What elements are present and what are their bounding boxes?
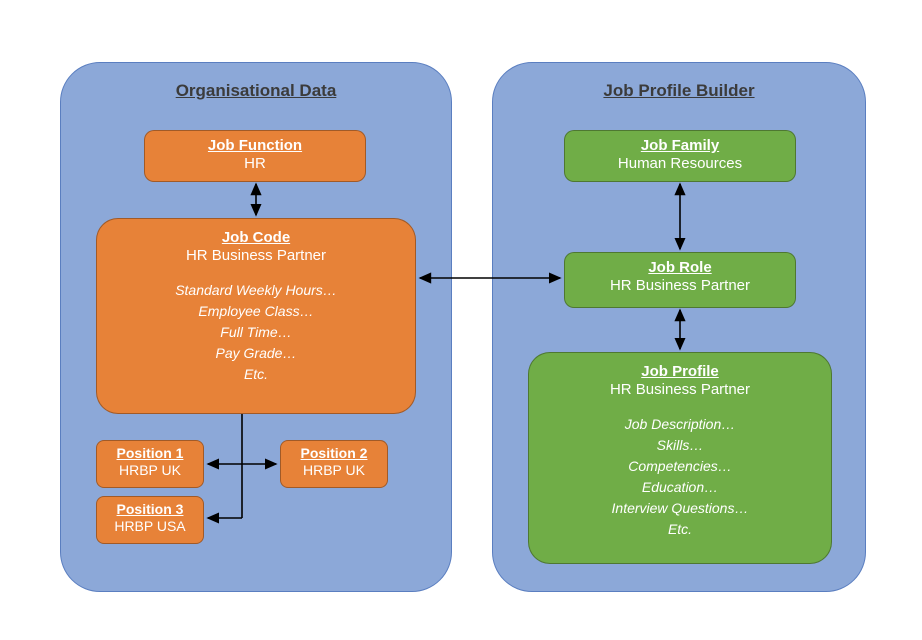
panel-title-left: Organisational Data: [61, 81, 451, 101]
detail-line: Full Time…: [107, 322, 405, 343]
box-job-family-title: Job Family: [575, 137, 785, 154]
detail-line: Competencies…: [539, 456, 821, 477]
detail-line: Employee Class…: [107, 301, 405, 322]
box-job-family-sub: Human Resources: [575, 155, 785, 172]
detail-line: Etc.: [539, 519, 821, 540]
box-job-family: Job Family Human Resources: [564, 130, 796, 182]
box-job-function: Job Function HR: [144, 130, 366, 182]
box-position-1: Position 1 HRBP UK: [96, 440, 204, 488]
box-position-1-sub: HRBP UK: [101, 462, 199, 478]
detail-line: Etc.: [107, 364, 405, 385]
box-position-3: Position 3 HRBP USA: [96, 496, 204, 544]
box-job-profile: Job Profile HR Business Partner Job Desc…: [528, 352, 832, 564]
box-position-2-title: Position 2: [285, 445, 383, 461]
detail-line: Job Description…: [539, 414, 821, 435]
box-job-code-title: Job Code: [107, 229, 405, 246]
box-job-role: Job Role HR Business Partner: [564, 252, 796, 308]
box-job-role-title: Job Role: [575, 259, 785, 276]
box-position-3-title: Position 3: [101, 501, 199, 517]
detail-line: Interview Questions…: [539, 498, 821, 519]
box-job-role-sub: HR Business Partner: [575, 277, 785, 294]
box-job-code-sub: HR Business Partner: [107, 247, 405, 264]
box-job-code: Job Code HR Business Partner Standard We…: [96, 218, 416, 414]
detail-line: Pay Grade…: [107, 343, 405, 364]
detail-line: Skills…: [539, 435, 821, 456]
box-position-2-sub: HRBP UK: [285, 462, 383, 478]
box-position-2: Position 2 HRBP UK: [280, 440, 388, 488]
detail-line: Standard Weekly Hours…: [107, 280, 405, 301]
box-position-1-title: Position 1: [101, 445, 199, 461]
box-job-profile-details: Job Description… Skills… Competencies… E…: [539, 414, 821, 540]
box-position-3-sub: HRBP USA: [101, 518, 199, 534]
box-job-code-details: Standard Weekly Hours… Employee Class… F…: [107, 280, 405, 385]
box-job-function-title: Job Function: [155, 137, 355, 154]
box-job-profile-title: Job Profile: [539, 363, 821, 380]
box-job-function-sub: HR: [155, 155, 355, 172]
box-job-profile-sub: HR Business Partner: [539, 381, 821, 398]
panel-title-right: Job Profile Builder: [493, 81, 865, 101]
detail-line: Education…: [539, 477, 821, 498]
